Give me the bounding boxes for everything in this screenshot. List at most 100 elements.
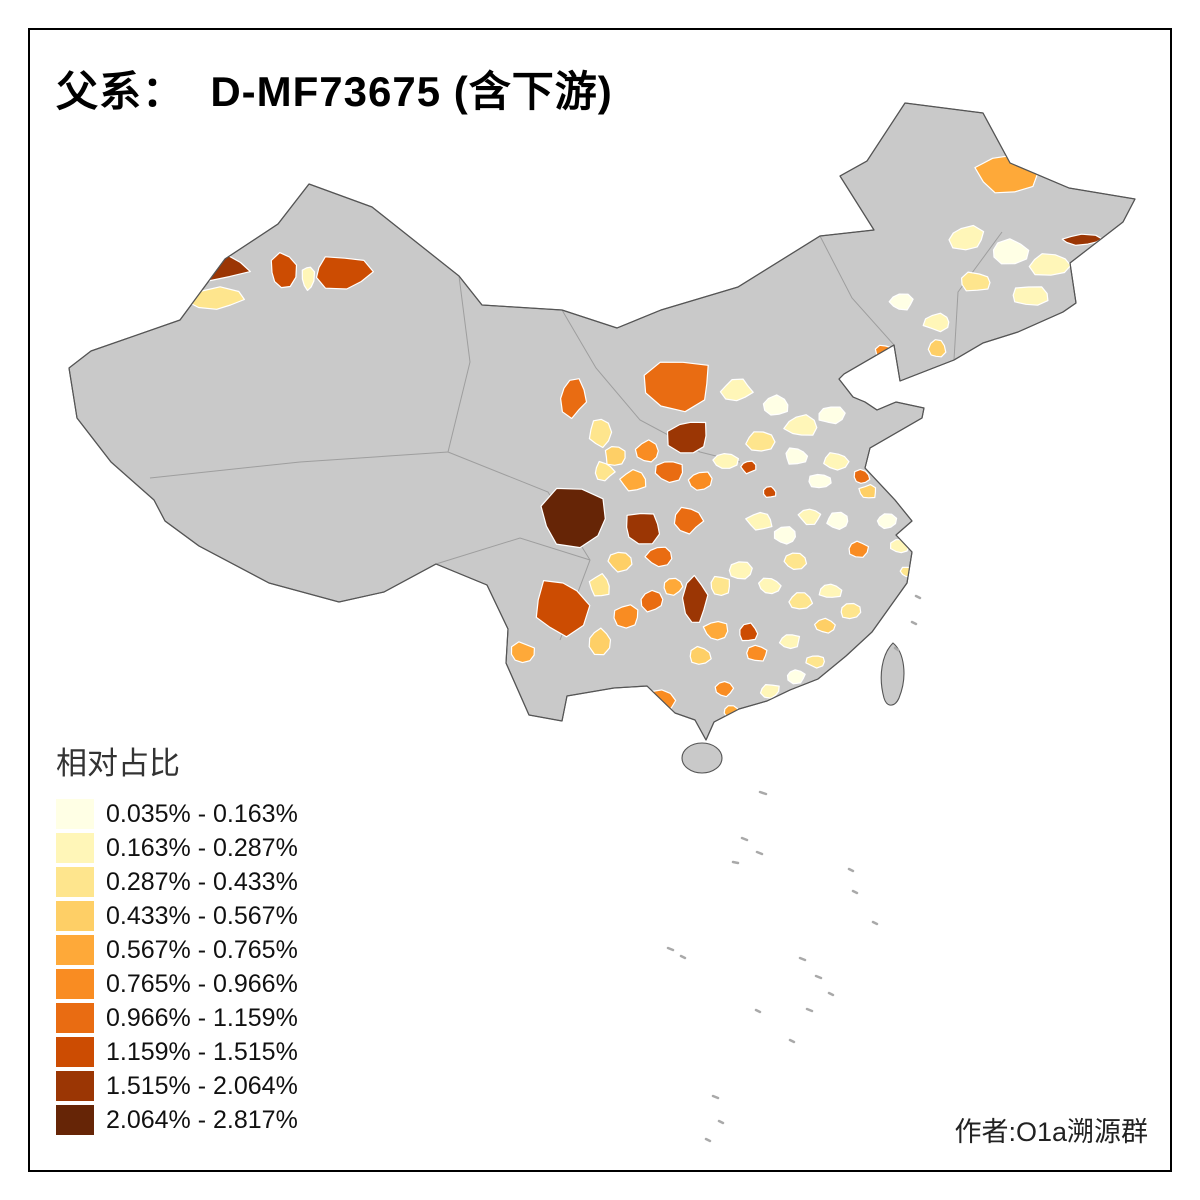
map-region — [762, 485, 777, 498]
legend-label: 0.287% - 0.433% — [106, 867, 298, 896]
map-region — [535, 579, 591, 638]
map-region — [681, 574, 709, 623]
map-region — [594, 460, 616, 482]
legend-label: 0.567% - 0.765% — [106, 935, 298, 964]
map-region — [540, 487, 606, 549]
map-region — [745, 511, 773, 531]
map-region — [818, 406, 846, 425]
legend-row: 1.515% - 2.064% — [56, 1071, 298, 1101]
map-region — [948, 224, 985, 251]
map-region — [604, 446, 626, 466]
map-region — [783, 552, 808, 571]
legend-row: 0.433% - 0.567% — [56, 901, 298, 931]
legend-row: 2.064% - 2.817% — [56, 1105, 298, 1135]
legend-swatch — [56, 1071, 94, 1101]
legend-row: 0.765% - 0.966% — [56, 969, 298, 999]
map-region — [840, 602, 862, 620]
map-region — [805, 655, 826, 669]
map-region — [1028, 253, 1072, 276]
map-region — [927, 339, 947, 358]
map-region — [588, 627, 612, 656]
map-region — [1012, 286, 1049, 306]
map-region — [510, 641, 536, 664]
map-region — [719, 378, 754, 402]
map-region — [992, 238, 1030, 265]
taiwan-island — [880, 642, 905, 706]
map-region — [301, 266, 316, 292]
map-region — [607, 551, 633, 573]
map-region — [788, 592, 814, 610]
map-region — [818, 583, 843, 598]
legend-title: 相对占比 — [56, 746, 180, 781]
map-region — [640, 589, 664, 613]
legend-row: 0.567% - 0.765% — [56, 935, 298, 965]
map-region — [922, 312, 950, 333]
map-region — [746, 644, 768, 662]
legend-swatch — [56, 867, 94, 897]
map-region — [826, 511, 849, 531]
map-region — [687, 471, 713, 491]
page-title: 父系： D-MF73675 (含下游) — [56, 68, 613, 115]
legend: 相对占比 0.035% - 0.163% 0.163% - 0.287% 0.287… — [56, 738, 298, 1139]
legend-row: 0.163% - 0.287% — [56, 833, 298, 863]
map-region — [858, 484, 877, 499]
legend-label: 0.765% - 0.966% — [106, 969, 298, 998]
map-region — [853, 468, 871, 484]
legend-swatch — [56, 799, 94, 829]
legend-label: 1.515% - 2.064% — [106, 1071, 298, 1100]
legend-label: 0.966% - 1.159% — [106, 1003, 298, 1032]
map-region — [270, 252, 298, 289]
map-region — [786, 669, 806, 685]
map-region — [785, 447, 809, 465]
legend-swatch — [56, 1037, 94, 1067]
map-region — [757, 577, 782, 595]
map-region — [588, 418, 613, 449]
map-region — [823, 452, 850, 471]
map-region — [588, 572, 610, 597]
legend-row: 0.966% - 1.159% — [56, 1003, 298, 1033]
map-region — [613, 604, 639, 629]
legend-label: 2.064% - 2.817% — [106, 1105, 298, 1134]
legend-swatch — [56, 901, 94, 931]
map-region — [739, 622, 759, 642]
legend-label: 0.433% - 0.567% — [106, 901, 298, 930]
map-region — [728, 561, 753, 580]
map-region — [619, 469, 647, 492]
map-region — [888, 293, 914, 311]
legend-row: 0.035% - 0.163% — [56, 799, 298, 829]
map-region — [848, 540, 870, 558]
map-region — [960, 271, 991, 292]
map-region — [778, 634, 801, 650]
legend-row: 0.287% - 0.433% — [56, 867, 298, 897]
map-region — [876, 513, 898, 530]
legend-swatch — [56, 1105, 94, 1135]
map-region — [1061, 233, 1103, 246]
country-outline — [68, 102, 1136, 741]
map-region — [654, 461, 684, 484]
map-region — [644, 546, 673, 568]
author-credit: 作者:O1a溯源群 — [954, 1117, 1148, 1147]
map-region — [808, 473, 832, 489]
map-region — [762, 394, 789, 416]
legend-row: 1.159% - 1.515% — [56, 1037, 298, 1067]
map-region — [634, 439, 659, 463]
map-region — [714, 680, 735, 698]
colored-regions — [185, 155, 1103, 729]
legend-swatch — [56, 833, 94, 863]
map-frame — [28, 28, 1172, 1172]
hainan-island — [681, 742, 723, 774]
map-region — [315, 256, 374, 290]
sea-islands — [666, 594, 922, 1143]
legend-swatch — [56, 969, 94, 999]
map-region — [625, 512, 661, 545]
map-region — [689, 645, 712, 665]
map-region — [673, 506, 705, 535]
map-region — [666, 421, 707, 454]
map-region — [710, 575, 731, 597]
map-region — [759, 683, 780, 699]
legend-swatch — [56, 935, 94, 965]
legend-label: 0.163% - 0.287% — [106, 833, 298, 862]
map-region — [712, 453, 740, 469]
